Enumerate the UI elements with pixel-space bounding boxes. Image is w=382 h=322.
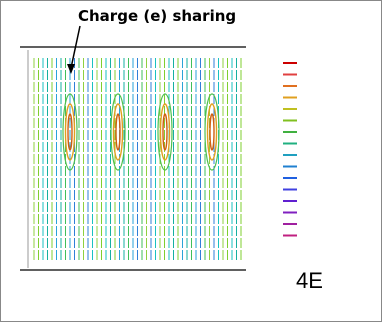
legend-swatch (283, 108, 297, 110)
contour-core (162, 113, 168, 151)
contour-ring (112, 103, 124, 161)
contour-ring (64, 103, 76, 161)
legend-swatch (283, 177, 297, 179)
contour-ring (206, 103, 218, 161)
panel-label: 4E (296, 268, 323, 293)
contour-core (67, 113, 73, 151)
arrow-head (67, 64, 75, 74)
contour-core (115, 113, 121, 151)
legend-swatch (283, 131, 297, 133)
contour-ring (159, 103, 171, 161)
contour-ring (157, 93, 173, 171)
legend-swatch (283, 154, 297, 156)
legend-swatch (283, 200, 297, 202)
legend-swatch (283, 188, 297, 191)
contour-plot (20, 46, 246, 271)
contour-legend (283, 62, 297, 237)
legend-swatch (283, 73, 297, 76)
annotation: Charge (e) sharing (78, 7, 236, 25)
annotation-arrow (70, 25, 81, 69)
legend-swatch (283, 142, 297, 145)
legend-swatch (283, 62, 297, 64)
contour-ring (110, 93, 126, 171)
legend-swatch (283, 165, 297, 168)
legend-swatch (283, 85, 297, 87)
legend-swatch (283, 234, 297, 237)
legend-swatch (283, 119, 297, 122)
contour-ring (62, 93, 78, 171)
contour-ring (204, 93, 220, 171)
legend-swatch (283, 96, 297, 99)
legend-swatch (283, 223, 297, 225)
legend-swatch (283, 211, 297, 214)
contour-core (209, 113, 215, 151)
